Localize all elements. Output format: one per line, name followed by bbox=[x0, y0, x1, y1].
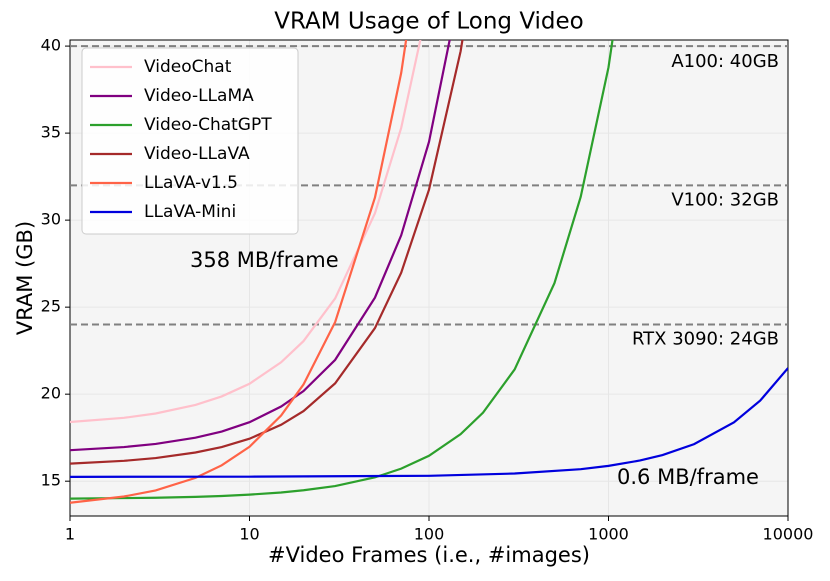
legend-label: Video-LLaMA bbox=[144, 86, 254, 106]
x-tick-label: 10000 bbox=[763, 525, 814, 544]
y-tick-label: 40 bbox=[41, 36, 61, 55]
series-line bbox=[70, 40, 408, 504]
x-tick-label: 1 bbox=[65, 525, 75, 544]
legend-box bbox=[81, 47, 299, 235]
reference-label: A100: 40GB bbox=[671, 51, 779, 72]
annotation: 0.6 MB/frame bbox=[617, 465, 759, 489]
y-tick-label: 25 bbox=[41, 297, 61, 316]
series-line bbox=[70, 40, 614, 500]
x-axis-label: #Video Frames (i.e., #images) bbox=[268, 543, 590, 567]
x-tick-label: 1000 bbox=[588, 525, 629, 544]
legend-label: LLaVA-v1.5 bbox=[144, 173, 238, 193]
y-axis-label: VRAM (GB) bbox=[13, 221, 37, 335]
plot-frame bbox=[69, 39, 789, 517]
annotation: 358 MB/frame bbox=[190, 248, 339, 272]
x-tick-label: 10 bbox=[239, 525, 259, 544]
y-tick-label: 20 bbox=[41, 384, 61, 403]
reference-label: RTX 3090: 24GB bbox=[632, 329, 779, 350]
series-line bbox=[70, 40, 422, 424]
y-tick-label: 30 bbox=[41, 210, 61, 229]
chart-title: VRAM Usage of Long Video bbox=[274, 9, 584, 35]
legend-label: Video-LLaVA bbox=[144, 144, 250, 164]
x-tick-label: 100 bbox=[414, 525, 445, 544]
series-line bbox=[70, 40, 464, 465]
series-line bbox=[70, 367, 788, 478]
legend-label: VideoChat bbox=[144, 57, 232, 77]
series-group bbox=[70, 40, 788, 504]
legend-label: Video-ChatGPT bbox=[144, 115, 272, 135]
y-tick-label: 15 bbox=[41, 471, 61, 490]
reference-label: V100: 32GB bbox=[671, 189, 779, 210]
legend-label: LLaVA-Mini bbox=[144, 202, 236, 222]
y-tick-label: 35 bbox=[41, 123, 61, 142]
series-line bbox=[70, 40, 451, 452]
